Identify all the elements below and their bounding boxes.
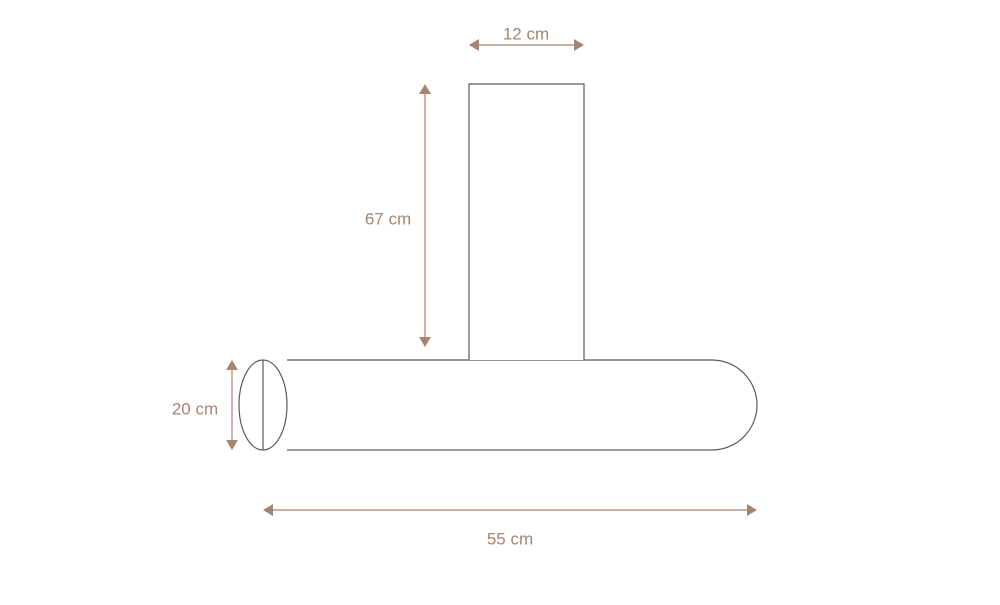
arrowhead-icon — [226, 440, 238, 450]
dimension-label: 55 cm — [487, 529, 533, 548]
arrowhead-icon — [574, 39, 584, 51]
arrowhead-icon — [469, 39, 479, 51]
dimension-label: 20 cm — [172, 399, 218, 418]
product-outline — [239, 84, 757, 450]
dimension-label: 67 cm — [365, 209, 411, 228]
arrowhead-icon — [419, 337, 431, 347]
arrowhead-icon — [263, 504, 273, 516]
dimension-label: 12 cm — [503, 24, 549, 43]
dimension-drawing: 12 cm 67 cm 20 cm 55 cm — [0, 0, 1000, 605]
arrowhead-icon — [747, 504, 757, 516]
arrowhead-icon — [226, 360, 238, 370]
column — [469, 84, 584, 360]
arrowhead-icon — [419, 84, 431, 94]
dimension-annotations: 12 cm 67 cm 20 cm 55 cm — [172, 24, 757, 548]
cylinder-body — [287, 360, 757, 450]
